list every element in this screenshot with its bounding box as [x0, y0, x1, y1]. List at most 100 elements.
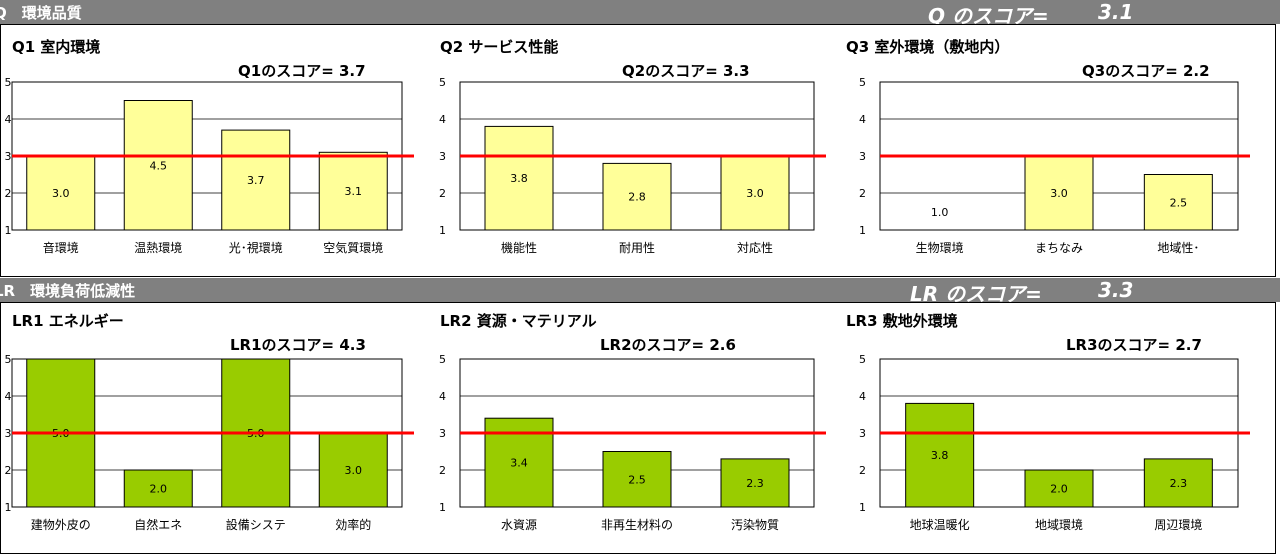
- chart-title-q3: Q3 室外環境（敷地内）: [846, 38, 1010, 56]
- y-tick-label: 2: [439, 187, 446, 200]
- bar: [720, 458, 790, 508]
- bar: [602, 451, 672, 508]
- bar: [1024, 155, 1094, 231]
- chart-score-lr3: LR3のスコア= 2.7: [1066, 336, 1202, 354]
- bar: [905, 402, 975, 508]
- y-tick-label: 4: [859, 390, 866, 403]
- y-tick-label: 3: [859, 150, 866, 163]
- y-tick-label: 5: [439, 76, 446, 89]
- section-score-value: 3.3: [1098, 278, 1134, 302]
- y-tick-label: 1: [5, 501, 12, 514]
- data-label: 3.0: [345, 464, 363, 477]
- chart-title-lr3: LR3 敷地外環境: [846, 312, 958, 330]
- y-tick-label: 1: [5, 224, 12, 237]
- x-tick-label: 地域性･: [1157, 241, 1199, 255]
- data-label: 2.0: [150, 483, 168, 496]
- x-tick-label: 建物外皮の: [31, 518, 91, 532]
- x-tick-label: 周辺環境: [1154, 517, 1202, 532]
- x-tick-label: 汚染物質: [731, 517, 779, 532]
- bar: [720, 155, 790, 231]
- data-label: 3.4: [510, 457, 528, 470]
- y-tick-label: 3: [859, 427, 866, 440]
- chart-score-q1: Q1のスコア= 3.7: [238, 62, 366, 80]
- bar: [1024, 469, 1094, 508]
- bar: [1143, 458, 1213, 508]
- x-tick-label: 対応性: [737, 241, 773, 255]
- x-tick-label: 地球温暖化: [910, 518, 970, 532]
- y-tick-label: 5: [859, 353, 866, 366]
- chart-score-lr2: LR2のスコア= 2.6: [600, 336, 736, 354]
- data-label: 3.1: [345, 185, 363, 198]
- data-label: 3.8: [510, 172, 528, 185]
- chart-lr2: 1 2 3 4 5 3.4 水資源 2.5 非再生材料の 2.3 汚染物質: [439, 353, 826, 532]
- data-label: 3.7: [247, 174, 265, 187]
- y-tick-label: 3: [439, 427, 446, 440]
- x-tick-label: 非再生材料の: [601, 518, 673, 532]
- y-tick-label: 2: [439, 464, 446, 477]
- data-label: 2.8: [628, 191, 646, 204]
- x-tick-label: 音環境: [43, 240, 79, 255]
- data-label: 2.3: [1170, 477, 1188, 490]
- x-tick-label: 光･視環境: [229, 240, 283, 255]
- y-tick-label: 1: [859, 501, 866, 514]
- section-header-q: Q 環境品質 Q のスコア= 3.1: [0, 0, 1280, 28]
- x-tick-label: まちなみ: [1035, 241, 1083, 255]
- data-label: 3.0: [746, 187, 764, 200]
- section-header-lr: LR 環境負荷低減性 LR のスコア= 3.3: [0, 278, 1280, 306]
- y-tick-label: 5: [5, 353, 12, 366]
- chart-title-lr2: LR2 資源・マテリアル: [440, 312, 597, 330]
- y-tick-label: 3: [439, 150, 446, 163]
- chart-score-q3: Q3のスコア= 2.2: [1082, 62, 1210, 80]
- section-title: Q 環境品質: [0, 4, 82, 22]
- data-label: 3.0: [52, 187, 70, 200]
- y-tick-label: 4: [439, 113, 446, 126]
- data-label: 4.5: [150, 159, 168, 172]
- chart-score-lr1: LR1のスコア= 4.3: [230, 336, 366, 354]
- data-label: 3.0: [1050, 187, 1068, 200]
- bar: [221, 129, 291, 231]
- y-tick-label: 3: [5, 150, 12, 163]
- data-label: 2.5: [1170, 196, 1188, 209]
- chart-q2: 1 2 3 4 5 3.8 機能性 2.8 耐用性 3.0 対応性: [439, 76, 826, 255]
- bar: [123, 100, 193, 231]
- chart-title-lr1: LR1 エネルギー: [12, 312, 124, 330]
- bar: [1143, 174, 1213, 231]
- y-tick-label: 5: [439, 353, 446, 366]
- x-tick-label: 生物環境: [916, 240, 964, 255]
- y-tick-label: 2: [859, 187, 866, 200]
- data-label: 2.0: [1050, 483, 1068, 496]
- x-tick-label: 空気質環境: [323, 240, 383, 255]
- chart-lr3: 1 2 3 4 5 3.8 地球温暖化 2.0 地域環境 2.3 周辺環境: [859, 353, 1250, 532]
- y-tick-label: 5: [5, 76, 12, 89]
- x-tick-label: 水資源: [501, 518, 537, 532]
- x-tick-label: 地域環境: [1035, 517, 1083, 532]
- section-score-label: LR のスコア=: [910, 282, 1042, 306]
- bar: [123, 469, 193, 508]
- y-tick-label: 2: [5, 464, 12, 477]
- y-tick-label: 4: [439, 390, 446, 403]
- y-tick-label: 3: [5, 427, 12, 440]
- bar: [318, 151, 388, 231]
- bar: [26, 155, 96, 231]
- y-tick-label: 1: [859, 224, 866, 237]
- data-label: 2.5: [628, 473, 646, 486]
- section-title: LR 環境負荷低減性: [0, 282, 136, 300]
- x-tick-label: 設備システ: [226, 517, 286, 532]
- data-label: 1.0: [931, 206, 949, 219]
- y-tick-label: 1: [439, 501, 446, 514]
- y-tick-label: 5: [859, 76, 866, 89]
- data-label: 2.3: [746, 477, 764, 490]
- x-tick-label: 自然エネ: [134, 517, 182, 532]
- section-score-label: Q のスコア=: [928, 4, 1049, 28]
- chart-title-q1: Q1 室内環境: [12, 38, 101, 56]
- y-tick-label: 4: [5, 390, 12, 403]
- y-tick-label: 1: [439, 224, 446, 237]
- y-tick-label: 2: [859, 464, 866, 477]
- x-tick-label: 効率的: [335, 517, 371, 532]
- data-label: 3.8: [931, 449, 949, 462]
- chart-q1: 1 2 3 4 5 3.0 音環境 4.5 温熱環境 3.7 光･視環境 3.1 空気質環境: [5, 76, 414, 255]
- chart-q3: 1 2 3 4 5 1.0 生物環境 3.0 まちなみ 2.5 地域性･: [859, 76, 1250, 255]
- chart-title-q2: Q2 サービス性能: [440, 38, 559, 56]
- chart-score-q2: Q2のスコア= 3.3: [622, 62, 750, 80]
